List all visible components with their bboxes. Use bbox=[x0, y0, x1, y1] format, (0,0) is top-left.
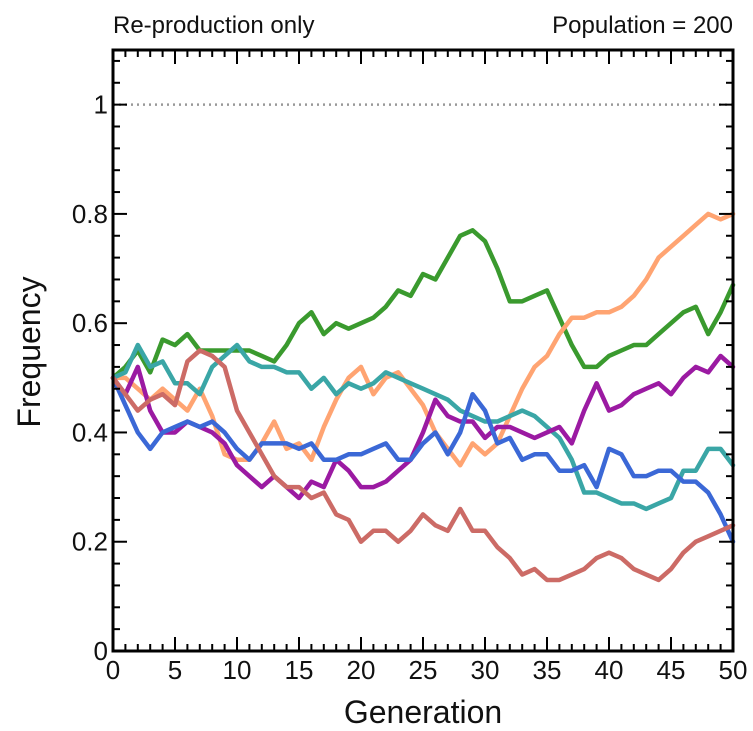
x-tick-label: 40 bbox=[595, 655, 624, 685]
x-tick-label: 50 bbox=[719, 655, 748, 685]
y-axis-title: Frequency bbox=[11, 276, 47, 427]
tick-layer bbox=[112, 50, 734, 652]
series-line-5 bbox=[110, 375, 736, 544]
x-tick-label: 45 bbox=[657, 655, 686, 685]
y-tick-label: 0.8 bbox=[72, 199, 108, 229]
y-tick-label: 1 bbox=[94, 90, 108, 120]
x-tick-label: 20 bbox=[347, 655, 376, 685]
y-tick-label: 0.6 bbox=[72, 308, 108, 338]
series-layer bbox=[110, 211, 736, 583]
x-axis-title: Generation bbox=[344, 694, 502, 730]
x-tick-label: 0 bbox=[106, 655, 120, 685]
y-tick-label: 0 bbox=[94, 636, 108, 666]
x-tick-label: 35 bbox=[533, 655, 562, 685]
series-line-3 bbox=[110, 342, 736, 512]
y-tick-label: 0.4 bbox=[72, 417, 108, 447]
tick-label-layer: 0 5 10 15 20 25 30 35 40 45 50 0 0.2 0.4 0.6 0.8 1 bbox=[72, 90, 748, 685]
x-tick-label: 5 bbox=[168, 655, 182, 685]
x-tick-label: 15 bbox=[285, 655, 314, 685]
header-right-text: Population = 200 bbox=[552, 12, 733, 39]
series-line-2 bbox=[110, 211, 736, 468]
header-left-text: Re-production only bbox=[113, 12, 314, 39]
series-line-4 bbox=[110, 353, 736, 501]
y-tick-label: 0.2 bbox=[72, 527, 108, 557]
x-tick-label: 25 bbox=[409, 655, 438, 685]
series-line-1 bbox=[110, 228, 736, 381]
x-tick-label: 30 bbox=[471, 655, 500, 685]
series-line-6 bbox=[110, 348, 736, 583]
x-tick-label: 10 bbox=[223, 655, 252, 685]
